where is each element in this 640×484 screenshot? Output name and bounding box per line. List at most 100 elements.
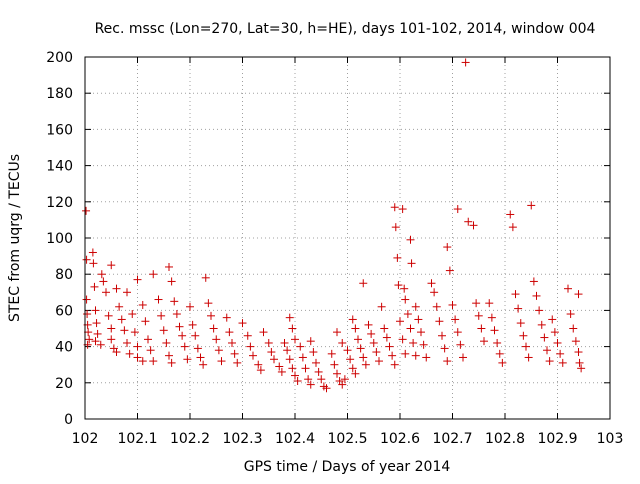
y-tick-label: 160: [46, 122, 73, 138]
data-point: [217, 357, 226, 366]
data-point: [270, 355, 278, 364]
data-point: [401, 349, 410, 358]
data-point: [406, 324, 415, 333]
data-points: [82, 58, 586, 393]
data-point: [317, 375, 326, 384]
data-point: [338, 338, 347, 347]
data-point: [102, 288, 110, 297]
x-tick-label: 102: [72, 431, 99, 447]
data-point: [293, 376, 302, 385]
data-point: [333, 369, 341, 378]
data-point: [472, 299, 481, 308]
data-point: [380, 324, 389, 333]
data-point: [558, 358, 567, 367]
data-point: [537, 320, 546, 329]
data-point: [529, 277, 538, 286]
data-point: [385, 342, 394, 351]
data-point: [508, 223, 517, 232]
data-point: [154, 295, 163, 304]
data-point: [545, 357, 554, 366]
data-point: [522, 342, 530, 351]
data-point: [306, 380, 315, 389]
data-point: [201, 273, 210, 282]
data-point: [338, 380, 347, 389]
y-tick-label: 100: [46, 231, 73, 247]
data-point: [280, 338, 289, 347]
gridlines: [85, 57, 610, 419]
data-point: [285, 355, 294, 364]
data-point: [256, 366, 265, 375]
data-point: [516, 319, 525, 328]
data-point: [372, 348, 381, 357]
data-point: [88, 248, 97, 257]
x-tick-label: 102.1: [117, 431, 157, 447]
data-point: [354, 335, 362, 344]
data-point: [438, 331, 446, 340]
data-point: [90, 282, 99, 291]
data-point: [550, 328, 559, 337]
data-point: [125, 349, 134, 358]
data-point: [361, 360, 370, 369]
y-tick-label: 20: [55, 376, 73, 392]
data-point: [432, 302, 441, 311]
data-point: [377, 302, 386, 311]
data-point: [506, 210, 515, 219]
data-point: [82, 206, 91, 215]
x-tick-label: 102.9: [537, 431, 577, 447]
data-point: [435, 317, 444, 326]
data-point: [382, 333, 391, 342]
data-point: [267, 348, 276, 357]
data-point: [490, 326, 499, 335]
data-point: [519, 331, 528, 340]
data-point: [487, 313, 496, 322]
data-point: [443, 357, 452, 366]
data-point: [401, 295, 410, 304]
data-point: [170, 297, 179, 306]
data-point: [283, 346, 292, 355]
data-point: [351, 369, 360, 378]
data-point: [367, 329, 376, 338]
data-point: [574, 348, 583, 357]
data-point: [92, 319, 101, 328]
data-point: [445, 266, 454, 275]
data-point: [524, 353, 533, 362]
data-point: [527, 201, 536, 210]
data-point: [453, 328, 462, 337]
data-point: [343, 346, 352, 355]
x-tick-label: 102.4: [275, 431, 315, 447]
data-point: [199, 360, 208, 369]
data-point: [566, 310, 575, 319]
data-point: [285, 313, 294, 322]
data-point: [577, 364, 586, 373]
data-point: [99, 277, 108, 286]
data-point: [419, 340, 428, 349]
chart-title: Rec. mssc (Lon=270, Lat=30, h=HE), days …: [95, 21, 596, 37]
data-point: [514, 304, 523, 313]
data-point: [249, 351, 257, 360]
data-point: [322, 384, 331, 393]
data-point: [474, 311, 483, 320]
data-point: [175, 322, 184, 331]
data-point: [403, 310, 412, 319]
data-point: [165, 262, 173, 271]
data-point: [535, 306, 544, 315]
data-point: [296, 342, 305, 351]
data-point: [298, 353, 307, 362]
plot-frame: [84, 56, 611, 420]
data-point: [417, 328, 425, 337]
data-point: [178, 331, 187, 340]
data-point: [369, 338, 378, 347]
data-point: [149, 270, 158, 279]
data-point: [394, 281, 403, 290]
data-point: [138, 300, 147, 309]
x-tick-label: 103: [597, 431, 624, 447]
data-point: [172, 310, 181, 319]
data-point: [146, 346, 155, 355]
data-point: [553, 338, 562, 347]
data-point: [485, 299, 494, 308]
data-point: [359, 353, 368, 362]
data-point: [291, 371, 299, 380]
data-point: [264, 338, 273, 347]
data-point: [91, 306, 100, 315]
